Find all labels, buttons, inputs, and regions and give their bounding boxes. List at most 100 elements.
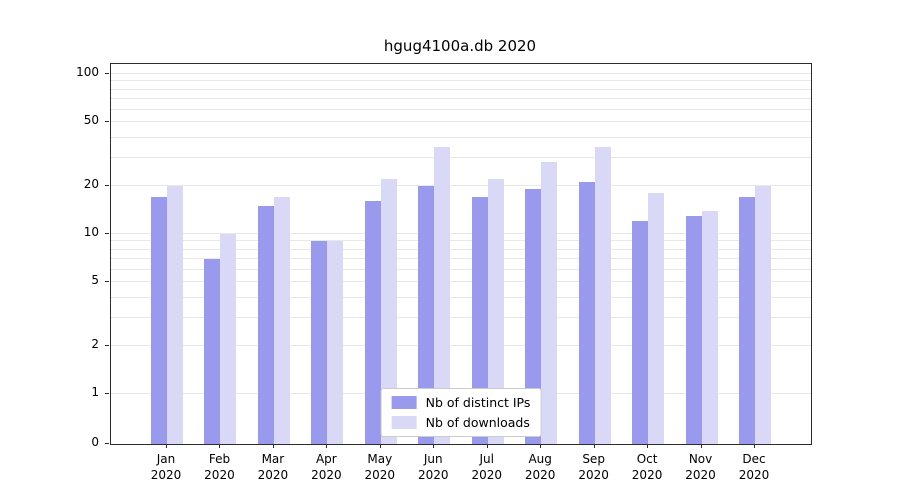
x-tick-mark xyxy=(754,444,755,448)
x-tick-year: 2020 xyxy=(685,468,716,483)
x-tick-year: 2020 xyxy=(311,468,342,483)
y-tick-label: 20 xyxy=(83,176,99,191)
bar-nb-of-downloads-sep xyxy=(594,146,611,444)
y-tick-mark xyxy=(105,184,109,186)
x-tick-mark xyxy=(219,444,221,448)
x-tick-year: 2020 xyxy=(257,468,289,483)
y-tick-mark xyxy=(105,233,109,234)
x-tick-mark xyxy=(326,444,328,448)
bar-nb-of-downloads-may xyxy=(380,179,397,444)
legend-label: Nb of downloads xyxy=(425,415,530,430)
bar-nb-of-distinct-ips-mar xyxy=(257,205,274,444)
x-tick-mark xyxy=(272,444,274,448)
x-tick-month: Sep xyxy=(582,452,605,466)
plot-area: Nb of distinct IPs Nb of downloads xyxy=(110,63,812,445)
x-tick-month: Jan xyxy=(156,452,176,466)
bar-nb-of-distinct-ips-feb xyxy=(204,258,221,444)
bar-nb-of-downloads-jun xyxy=(434,146,451,444)
x-tick-mark xyxy=(540,444,542,448)
legend: Nb of distinct IPs Nb of downloads xyxy=(380,388,542,437)
x-tick-label: Nov 2020 xyxy=(672,451,730,483)
bar-nb-of-distinct-ips-nov xyxy=(685,215,702,444)
y-tick-mark xyxy=(105,73,109,74)
gridline xyxy=(111,344,811,346)
x-tick-mark xyxy=(593,444,595,448)
bar-nb-of-downloads-mar xyxy=(273,197,290,444)
y-tick-label: 2 xyxy=(91,336,99,351)
bar-nb-of-distinct-ips-may xyxy=(364,201,381,444)
bar-nb-of-downloads-jan xyxy=(167,185,183,444)
x-tick-mark xyxy=(166,444,167,448)
gridline xyxy=(111,88,811,90)
gridline xyxy=(111,281,811,283)
bar-nb-of-distinct-ips-apr xyxy=(311,241,328,444)
y-tick-mark xyxy=(105,443,109,444)
y-tick-label: 10 xyxy=(83,225,99,239)
legend-entry: Nb of distinct IPs xyxy=(391,395,531,410)
x-tick-label: May 2020 xyxy=(351,451,409,483)
bar-nb-of-downloads-apr xyxy=(327,241,344,444)
bar-nb-of-distinct-ips-dec xyxy=(739,197,755,444)
gridline xyxy=(111,248,811,250)
bar-nb-of-distinct-ips-sep xyxy=(578,182,595,444)
gridline xyxy=(111,97,811,99)
y-tick-mark xyxy=(105,121,109,123)
x-tick-month: Mar xyxy=(261,452,285,466)
y-tick-label: 5 xyxy=(91,273,99,288)
legend-swatch xyxy=(391,416,417,429)
x-tick-year: 2020 xyxy=(364,468,396,483)
gridline xyxy=(111,296,811,298)
bar-nb-of-distinct-ips-jun xyxy=(418,185,435,444)
x-tick-month: Apr xyxy=(315,452,337,466)
x-tick-year: 2020 xyxy=(631,468,663,483)
y-tick-label: 50 xyxy=(83,113,99,128)
bar-nb-of-downloads-dec xyxy=(755,185,771,444)
gridline xyxy=(111,184,811,186)
gridline xyxy=(111,156,811,158)
x-tick-mark xyxy=(379,444,381,448)
bar-nb-of-distinct-ips-jul xyxy=(471,197,488,444)
x-tick-year: 2020 xyxy=(417,468,449,483)
x-tick-year: 2020 xyxy=(204,468,235,483)
bar-nb-of-downloads-oct xyxy=(648,193,665,444)
gridline xyxy=(111,316,811,318)
y-tick-label: 100 xyxy=(76,65,99,79)
x-tick-year: 2020 xyxy=(150,468,182,483)
x-tick-month: Jun xyxy=(423,452,443,466)
bar-nb-of-downloads-nov xyxy=(701,210,718,444)
y-tick-label: 0 xyxy=(91,435,99,449)
x-tick-label: Sep 2020 xyxy=(565,451,623,483)
x-tick-month: Oct xyxy=(636,452,658,466)
gridline xyxy=(111,121,811,123)
gridline xyxy=(111,80,811,82)
x-tick-year: 2020 xyxy=(578,468,609,483)
gridline xyxy=(111,108,811,110)
bar-nb-of-distinct-ips-jan xyxy=(151,197,167,444)
x-tick-label: Feb 2020 xyxy=(190,451,248,483)
x-tick-label: Apr 2020 xyxy=(297,451,355,483)
x-tick-label: Jul 2020 xyxy=(458,451,516,483)
x-tick-label: Jan 2020 xyxy=(137,451,195,483)
x-tick-month: Jul xyxy=(479,452,494,466)
chart-title: hgug4100a.db 2020 xyxy=(383,37,537,55)
x-tick-month: Dec xyxy=(742,452,766,466)
y-tick-mark xyxy=(105,281,109,283)
y-tick-mark xyxy=(105,393,109,394)
x-tick-label: Mar 2020 xyxy=(244,451,302,483)
bar-nb-of-downloads-feb xyxy=(220,234,237,444)
x-tick-year: 2020 xyxy=(524,468,556,483)
y-tick-mark xyxy=(105,344,109,346)
x-tick-month: Aug xyxy=(528,452,552,466)
gridline xyxy=(111,73,811,74)
gridline xyxy=(111,233,811,234)
x-tick-mark xyxy=(700,444,702,448)
x-tick-label: Dec 2020 xyxy=(725,451,783,483)
legend-label: Nb of distinct IPs xyxy=(425,395,531,410)
x-tick-mark xyxy=(486,444,488,448)
bar-nb-of-downloads-aug xyxy=(541,162,558,444)
gridline xyxy=(111,268,811,270)
bar-nb-of-distinct-ips-oct xyxy=(632,221,649,444)
gridline xyxy=(111,240,811,242)
x-tick-label: Jun 2020 xyxy=(404,451,462,483)
bar-nb-of-downloads-jul xyxy=(487,179,504,444)
